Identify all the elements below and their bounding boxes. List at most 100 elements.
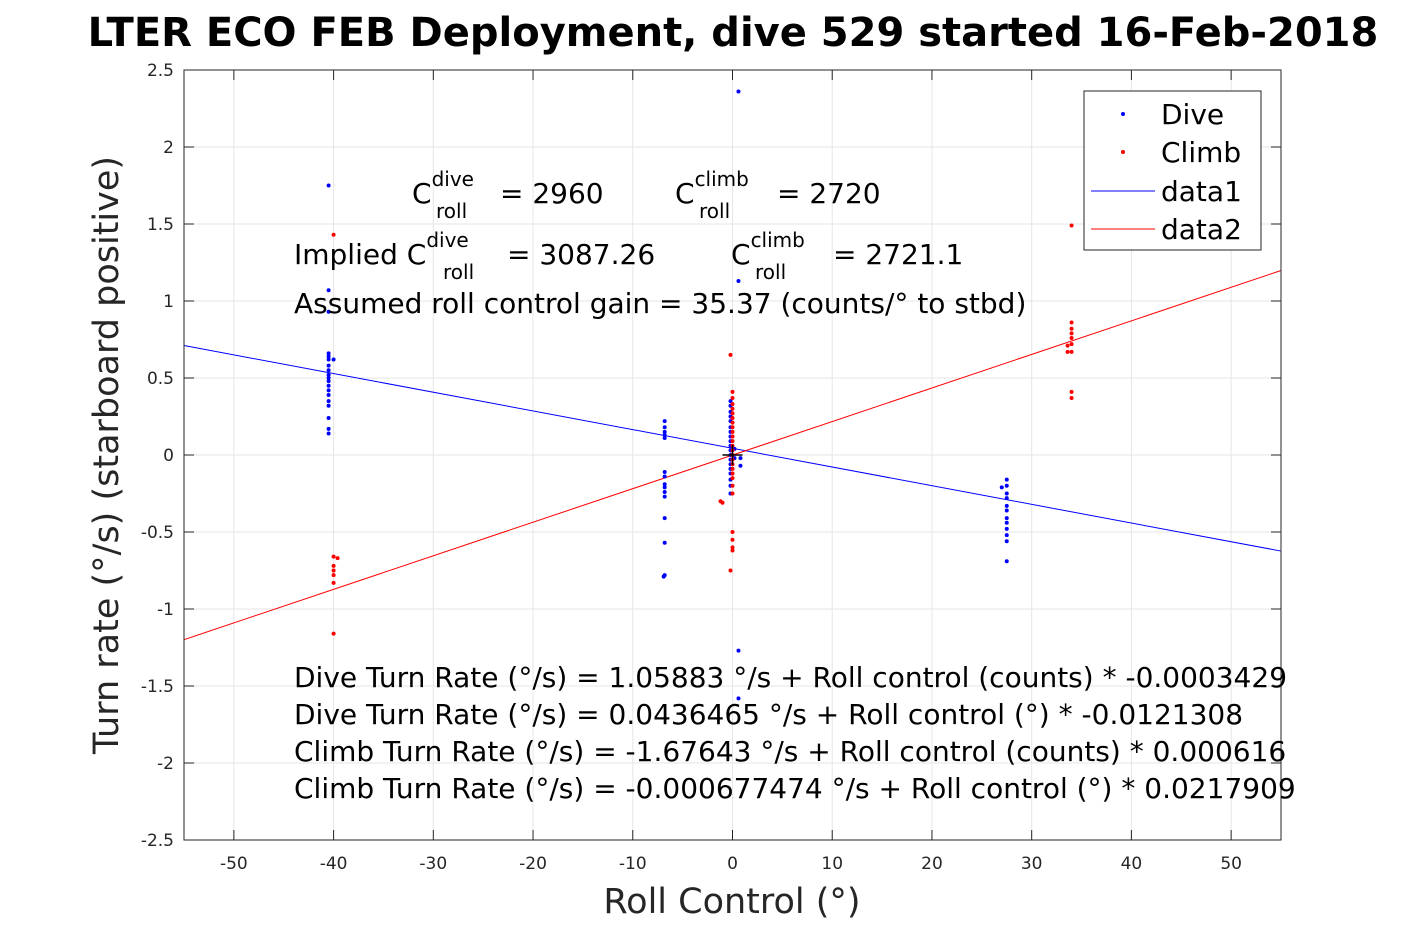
point-climb	[1069, 331, 1074, 336]
point-dive	[326, 183, 331, 188]
point-dive	[662, 516, 667, 521]
point-dive	[326, 388, 331, 393]
point-dive	[1004, 559, 1009, 564]
point-climb	[1065, 349, 1070, 354]
point-dive	[326, 403, 331, 408]
point-dive	[326, 368, 331, 373]
y-tick-label: 0.5	[147, 369, 174, 389]
point-climb	[1069, 396, 1074, 401]
x-tick-label: -40	[320, 854, 348, 874]
y-axis-label: Turn rate (°/s) (starboard positive)	[87, 156, 127, 755]
point-climb	[1069, 342, 1074, 347]
y-tick-label: 1.5	[147, 215, 174, 235]
point-climb	[730, 396, 735, 401]
x-tick-label: -10	[619, 854, 647, 874]
point-dive	[326, 357, 331, 362]
y-tick-label: -1	[157, 600, 174, 620]
point-climb	[1069, 223, 1074, 228]
point-climb	[730, 389, 735, 394]
point-climb	[728, 568, 733, 573]
point-dive	[662, 432, 667, 437]
point-climb	[331, 573, 336, 578]
x-tick-label: 10	[821, 854, 843, 874]
point-dive	[326, 392, 331, 397]
point-dive	[662, 494, 667, 499]
point-dive	[662, 485, 667, 490]
point-climb	[1069, 335, 1074, 340]
point-climb	[730, 545, 735, 550]
point-climb	[331, 580, 336, 585]
y-tick-label: 2.5	[147, 61, 174, 81]
point-dive	[736, 89, 741, 94]
point-climb	[730, 530, 735, 534]
point-dive	[1004, 520, 1009, 525]
point-dive	[662, 469, 667, 474]
point-climb	[730, 483, 735, 488]
point-dive	[326, 363, 331, 368]
point-dive	[326, 426, 331, 431]
point-dive	[326, 372, 331, 377]
point-climb	[730, 491, 735, 496]
point-dive	[662, 474, 667, 479]
point-climb	[730, 429, 735, 434]
point-dive	[1004, 477, 1009, 482]
y-tick-label: -2.5	[141, 831, 174, 851]
y-tick-label: -2	[157, 754, 174, 774]
point-dive	[662, 489, 667, 494]
y-tick-label: 2	[163, 138, 174, 158]
point-dive	[662, 482, 667, 487]
x-tick-label: 50	[1220, 854, 1242, 874]
point-climb	[730, 434, 735, 439]
point-dive	[662, 429, 667, 434]
legend-label-data2: data2	[1161, 213, 1242, 246]
point-dive	[1004, 483, 1009, 488]
point-dive	[326, 399, 331, 404]
point-climb	[730, 425, 735, 430]
point-dive	[326, 379, 331, 384]
annotations: Cdive roll= 2960 Cclimb roll= 2720 Implied…	[294, 167, 1296, 805]
annotation-implied-dive: Implied Cdive roll= 3087.26	[294, 228, 655, 284]
point-dive	[736, 648, 741, 653]
point-dive	[1004, 496, 1009, 501]
point-climb	[730, 411, 735, 416]
point-dive	[326, 309, 331, 314]
point-dive	[662, 436, 667, 441]
y-tick-label: -1.5	[141, 677, 174, 697]
y-tick-label: -0.5	[141, 523, 174, 543]
y-tick-label: 0	[163, 446, 174, 466]
point-climb	[1069, 320, 1074, 325]
point-climb	[730, 406, 735, 411]
point-dive	[662, 419, 667, 424]
point-climb	[331, 554, 336, 559]
legend-label-dive: Dive	[1161, 98, 1224, 131]
legend-marker-climb	[1121, 150, 1125, 154]
legend-box	[1083, 90, 1262, 251]
point-dive	[326, 431, 331, 436]
point-dive	[728, 399, 733, 404]
annotation-equation-3: Climb Turn Rate (°/s) = -1.67643 °/s + R…	[294, 735, 1286, 768]
x-tick-label: -50	[220, 854, 248, 874]
point-dive	[662, 540, 667, 545]
point-dive	[1004, 491, 1009, 496]
point-dive	[326, 383, 331, 388]
point-climb	[1069, 389, 1074, 394]
annotation-equation-2: Dive Turn Rate (°/s) = 0.0436465 °/s + R…	[294, 698, 1243, 731]
annotation-equation-1: Dive Turn Rate (°/s) = 1.05883 °/s + Rol…	[294, 661, 1287, 694]
point-climb	[335, 556, 340, 561]
annotation-c-roll-dive: Cdive roll= 2960	[412, 167, 604, 223]
point-dive	[326, 354, 331, 359]
point-dive	[326, 416, 331, 421]
point-dive	[1004, 539, 1009, 544]
point-climb	[730, 476, 735, 481]
point-dive	[1004, 516, 1009, 521]
point-dive	[326, 376, 331, 380]
point-dive	[326, 351, 331, 356]
chart-title: LTER ECO FEB Deployment, dive 529 starte…	[88, 10, 1379, 56]
point-dive	[738, 456, 743, 461]
annotation-c-roll-climb: Cclimb roll= 2720	[675, 167, 881, 223]
x-tick-label: 30	[1021, 854, 1043, 874]
point-dive	[661, 574, 666, 579]
annotation-equation-4: Climb Turn Rate (°/s) = -0.000677474 °/s…	[294, 772, 1296, 805]
x-axis-label: Roll Control (°)	[603, 882, 860, 922]
